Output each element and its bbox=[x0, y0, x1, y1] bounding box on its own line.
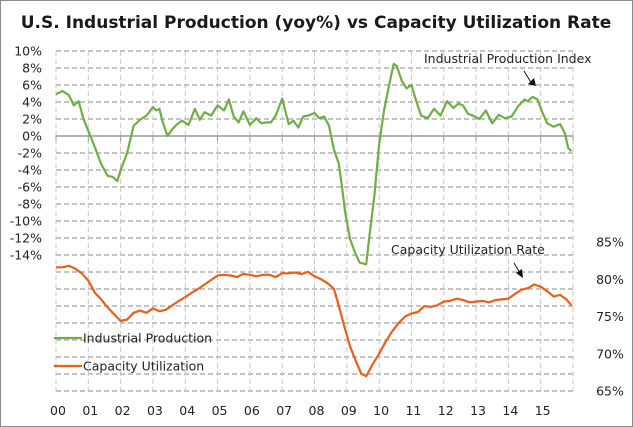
x-tick-label: 11 bbox=[405, 403, 421, 418]
left-tick-label: 2% bbox=[22, 112, 42, 127]
left-tick-label: 0% bbox=[22, 129, 42, 144]
industrial-production-line bbox=[55, 62, 573, 266]
left-tick-label: -10% bbox=[10, 214, 42, 229]
x-tick-label: 08 bbox=[309, 403, 325, 418]
right-tick-label: 65% bbox=[596, 384, 624, 399]
left-tick-label: -14% bbox=[10, 248, 42, 263]
left-tick-label: -2% bbox=[18, 146, 42, 161]
left-tick-label: 8% bbox=[22, 61, 42, 76]
annotation-arrow-head-icon bbox=[528, 78, 536, 86]
x-axis-ticks: 00 01 02 03 04 05 06 07 08 09 10 11 12 13 14 15 bbox=[50, 403, 551, 418]
x-tick-label: 02 bbox=[115, 403, 131, 418]
annotations: Industrial Production Index Capacity Util… bbox=[391, 51, 592, 278]
left-tick-label: 4% bbox=[22, 95, 42, 110]
legend-label: Capacity Utilization bbox=[83, 359, 204, 374]
right-tick-label: 70% bbox=[596, 346, 624, 361]
grid bbox=[55, 50, 574, 392]
left-tick-label: -12% bbox=[10, 231, 42, 246]
x-tick-label: 09 bbox=[341, 403, 357, 418]
x-tick-label: 12 bbox=[438, 403, 454, 418]
annotation-industrial-production-index: Industrial Production Index bbox=[424, 51, 592, 66]
x-tick-label: 04 bbox=[179, 403, 195, 418]
series-group bbox=[55, 62, 573, 378]
x-tick-label: 15 bbox=[535, 403, 551, 418]
x-tick-label: 07 bbox=[276, 403, 292, 418]
legend: Industrial Production Capacity Utilizatio… bbox=[54, 331, 212, 374]
right-axis-ticks: 85% 80% 75% 70% 65% bbox=[596, 235, 624, 399]
x-tick-label: 01 bbox=[82, 403, 98, 418]
x-tick-label: 03 bbox=[147, 403, 163, 418]
capacity-utilization-line bbox=[56, 264, 573, 378]
x-tick-label: 05 bbox=[212, 403, 228, 418]
right-tick-label: 85% bbox=[596, 235, 624, 250]
left-tick-label: 10% bbox=[14, 44, 42, 59]
x-tick-label: 13 bbox=[470, 403, 486, 418]
legend-label: Industrial Production bbox=[83, 331, 212, 346]
right-tick-label: 80% bbox=[596, 272, 624, 287]
left-tick-label: -4% bbox=[18, 163, 42, 178]
right-tick-label: 75% bbox=[596, 309, 624, 324]
left-tick-label: 6% bbox=[22, 78, 42, 93]
x-tick-label: 10 bbox=[373, 403, 389, 418]
left-axis-ticks: 10% 8% 6% 4% 2% 0% -2% -4% -6% -8% -10% -12% -14% bbox=[10, 44, 42, 263]
annotation-arrow-head-icon bbox=[516, 269, 523, 278]
left-tick-label: -6% bbox=[18, 180, 42, 195]
left-tick-label: -8% bbox=[18, 197, 42, 212]
x-tick-label: 14 bbox=[502, 403, 518, 418]
annotation-capacity-utilization-rate: Capacity Utilization Rate bbox=[391, 242, 545, 257]
x-tick-label: 06 bbox=[244, 403, 260, 418]
x-tick-label: 00 bbox=[50, 403, 66, 418]
chart-title: U.S. Industrial Production (yoy%) vs Cap… bbox=[21, 13, 612, 33]
